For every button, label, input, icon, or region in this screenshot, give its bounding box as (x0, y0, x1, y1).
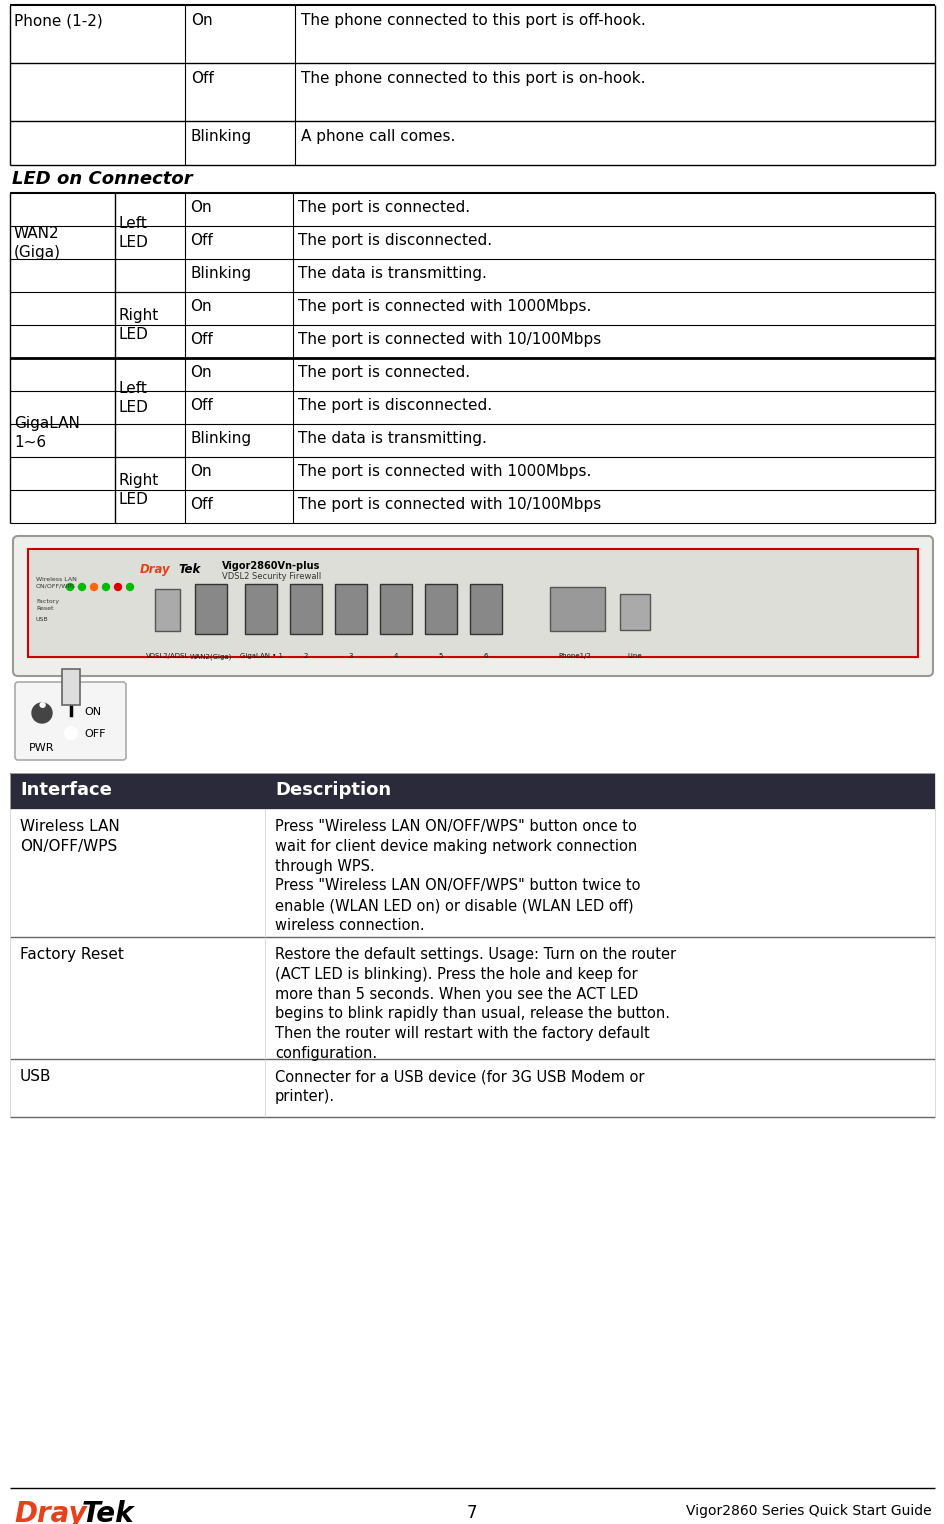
Circle shape (65, 727, 76, 739)
Text: VDSL2 Security Firewall: VDSL2 Security Firewall (222, 572, 321, 581)
Circle shape (78, 584, 85, 590)
Text: The data is transmitting.: The data is transmitting. (297, 431, 486, 447)
Text: WAN2
(Giga): WAN2 (Giga) (14, 226, 61, 261)
Text: Right
LED: Right LED (119, 472, 160, 507)
Text: The port is disconnected.: The port is disconnected. (297, 233, 492, 248)
Text: On: On (190, 200, 211, 215)
Circle shape (102, 584, 110, 590)
Bar (244, 584, 277, 634)
Text: On: On (191, 14, 212, 27)
Circle shape (66, 584, 74, 590)
Bar (155, 588, 179, 631)
Text: Left
LED: Left LED (119, 381, 149, 416)
Bar (62, 669, 80, 706)
Text: •: • (35, 696, 48, 716)
Bar (469, 584, 501, 634)
Text: LED on Connector: LED on Connector (12, 171, 193, 187)
Text: Vigor2860 Series Quick Start Guide: Vigor2860 Series Quick Start Guide (685, 1504, 931, 1518)
Text: The data is transmitting.: The data is transmitting. (297, 267, 486, 280)
Text: Off: Off (190, 233, 212, 248)
Text: USB: USB (36, 617, 48, 622)
Text: On: On (190, 463, 211, 479)
Text: Wireless LAN
ON/OFF/WPS: Wireless LAN ON/OFF/WPS (20, 818, 120, 853)
Bar (290, 584, 322, 634)
Text: Dray: Dray (140, 562, 171, 576)
Text: 4: 4 (394, 652, 397, 658)
Text: Connecter for a USB device (for 3G USB Modem or
printer).: Connecter for a USB device (for 3G USB M… (275, 1068, 644, 1103)
Text: The port is connected.: The port is connected. (297, 366, 469, 379)
Text: On: On (190, 366, 211, 379)
Text: On: On (190, 299, 211, 314)
Text: OFF: OFF (84, 728, 106, 739)
Text: Off: Off (190, 398, 212, 413)
Text: WAN2(Giga): WAN2(Giga) (190, 652, 232, 660)
Text: USB: USB (20, 1068, 51, 1084)
Bar (10, 773, 934, 809)
Text: Off: Off (190, 332, 212, 347)
Text: GigaLAN • 1: GigaLAN • 1 (239, 652, 282, 658)
Text: Line: Line (627, 652, 642, 658)
Text: The port is connected with 10/100Mbps: The port is connected with 10/100Mbps (297, 497, 600, 512)
Text: ON: ON (84, 707, 101, 716)
Text: The port is connected with 10/100Mbps: The port is connected with 10/100Mbps (297, 332, 600, 347)
Bar (619, 594, 649, 629)
Circle shape (91, 584, 97, 590)
Text: Phone1/2: Phone1/2 (558, 652, 591, 658)
Text: Tek: Tek (177, 562, 200, 576)
Text: The phone connected to this port is on-hook.: The phone connected to this port is on-h… (301, 72, 645, 85)
Text: 3: 3 (348, 652, 353, 658)
Text: 7: 7 (466, 1504, 477, 1522)
FancyBboxPatch shape (15, 683, 126, 760)
Bar (10, 809, 934, 937)
Text: Blinking: Blinking (191, 130, 252, 143)
Text: Description: Description (275, 780, 391, 799)
Text: 2: 2 (303, 652, 308, 658)
Bar (10, 1059, 934, 1117)
Text: Phone (1-2): Phone (1-2) (14, 14, 103, 27)
Text: Blinking: Blinking (190, 431, 251, 447)
Bar (28, 549, 917, 657)
Text: Wireless LAN
ON/OFF/WPS: Wireless LAN ON/OFF/WPS (36, 578, 76, 588)
Text: Off: Off (191, 72, 213, 85)
Text: 5: 5 (438, 652, 443, 658)
Text: Vigor2860Vn-plus: Vigor2860Vn-plus (222, 561, 320, 572)
Text: Blinking: Blinking (190, 267, 251, 280)
Text: The port is connected with 1000Mbps.: The port is connected with 1000Mbps. (297, 299, 591, 314)
Text: Right
LED: Right LED (119, 308, 160, 343)
Bar (194, 584, 227, 634)
Bar (10, 937, 934, 1059)
Circle shape (114, 584, 122, 590)
Text: Off: Off (190, 497, 212, 512)
Circle shape (126, 584, 133, 590)
Text: GigaLAN
1~6: GigaLAN 1~6 (14, 416, 80, 451)
Bar (379, 584, 412, 634)
Text: The port is connected with 1000Mbps.: The port is connected with 1000Mbps. (297, 463, 591, 479)
Text: Interface: Interface (20, 780, 111, 799)
Text: Tek: Tek (82, 1500, 134, 1524)
FancyBboxPatch shape (13, 536, 932, 677)
Text: VDSL2/ADSL: VDSL2/ADSL (146, 652, 190, 658)
Text: Factory
Reset: Factory Reset (36, 599, 59, 611)
Text: Restore the default settings. Usage: Turn on the router
(ACT LED is blinking). P: Restore the default settings. Usage: Tur… (275, 946, 675, 1061)
Text: Left
LED: Left LED (119, 215, 149, 250)
Text: The port is disconnected.: The port is disconnected. (297, 398, 492, 413)
Text: Factory Reset: Factory Reset (20, 946, 124, 962)
Text: 6: 6 (483, 652, 488, 658)
Bar (549, 587, 604, 631)
Circle shape (32, 703, 52, 722)
Text: PWR: PWR (29, 744, 55, 753)
Text: The port is connected.: The port is connected. (297, 200, 469, 215)
Text: A phone call comes.: A phone call comes. (301, 130, 455, 143)
Text: Press "Wireless LAN ON/OFF/WPS" button once to
wait for client device making net: Press "Wireless LAN ON/OFF/WPS" button o… (275, 818, 640, 933)
Bar (425, 584, 457, 634)
Text: The phone connected to this port is off-hook.: The phone connected to this port is off-… (301, 14, 645, 27)
Text: Dray: Dray (14, 1500, 87, 1524)
Bar (334, 584, 366, 634)
